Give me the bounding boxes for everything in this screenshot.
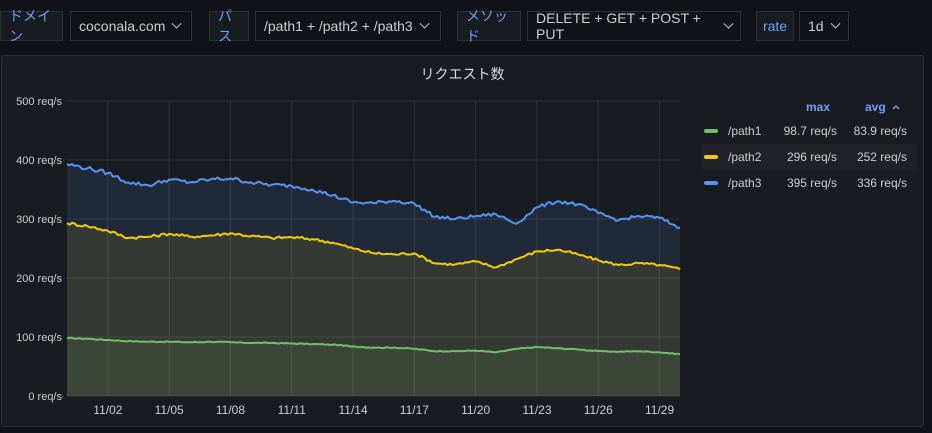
- legend-header: max avg: [702, 98, 917, 118]
- x-tick-label: 11/29: [645, 403, 674, 417]
- chart-lines: [66, 163, 681, 356]
- variable-select-value: DELETE + GET + POST + PUT: [536, 10, 701, 42]
- series-area: [67, 337, 680, 396]
- caret-up-icon: [892, 104, 900, 110]
- variable-select-domain[interactable]: coconala.com: [70, 11, 192, 41]
- series-line: [66, 163, 681, 229]
- request-rate-chart[interactable]: 0 req/s 100 req/s 200 req/s 300 req/s 400 re…: [2, 56, 692, 428]
- legend-avg-header[interactable]: avg: [865, 100, 900, 114]
- legend-max-value: 296 req/s: [786, 150, 837, 164]
- graph-panel[interactable]: リクエスト数 0 req/s 100 req/s 200 req/s 300 req/…: [1, 55, 924, 427]
- x-tick-label: 11/14: [338, 403, 367, 417]
- legend-max-value: 98.7 req/s: [783, 124, 837, 138]
- variable-select-path[interactable]: /path1 + /path2 + /path3: [255, 11, 441, 41]
- x-tick-label: 11/26: [584, 403, 613, 417]
- chevron-down-icon: [723, 18, 734, 28]
- y-tick-label: 0 req/s: [28, 391, 62, 403]
- chevron-down-icon: [419, 18, 430, 29]
- x-tick-label: 11/11: [278, 403, 307, 417]
- chevron-down-icon: [171, 18, 182, 29]
- variable-label-rate: rate: [756, 11, 794, 41]
- y-axis: 0 req/s 100 req/s 200 req/s 300 req/s 400 re…: [16, 96, 62, 403]
- x-axis: 11/02 11/05 11/08 11/11 11/14 11/17 11/20 11/23…: [93, 403, 674, 417]
- panel-title[interactable]: リクエスト数: [420, 66, 505, 82]
- variable-label-path: パス: [209, 8, 249, 44]
- variable-select-value: /path1 + /path2 + /path3: [264, 18, 413, 34]
- series-line: [66, 221, 681, 271]
- legend-item[interactable]: /path1 98.7 req/s 83.9 req/s: [702, 118, 917, 144]
- series-area: [67, 222, 680, 396]
- variable-select-method[interactable]: DELETE + GET + POST + PUT: [527, 10, 741, 42]
- x-tick-label: 11/05: [155, 403, 184, 417]
- legend-item[interactable]: /path2 296 req/s 252 req/s: [702, 144, 917, 170]
- legend-avg-value: 336 req/s: [856, 176, 907, 190]
- legend-avg-value: 83.9 req/s: [853, 124, 907, 138]
- variable-select-rate[interactable]: 1d: [799, 11, 849, 41]
- y-tick-label: 400 req/s: [16, 155, 62, 167]
- variable-label-domain: ドメイン: [0, 8, 63, 44]
- variable-select-value: coconala.com: [79, 18, 166, 34]
- x-tick-label: 11/08: [216, 403, 245, 417]
- legend-max-header[interactable]: max: [806, 100, 831, 114]
- legend-color-swatch[interactable]: [704, 181, 718, 185]
- legend-color-swatch[interactable]: [704, 155, 718, 159]
- legend-avg-header-label: avg: [865, 100, 886, 114]
- y-tick-label: 100 req/s: [16, 332, 62, 344]
- y-tick-label: 500 req/s: [16, 96, 62, 108]
- legend-avg-value: 252 req/s: [856, 150, 907, 164]
- y-tick-label: 300 req/s: [16, 214, 62, 226]
- variable-select-value: 1d: [808, 18, 824, 34]
- series-line: [66, 336, 681, 356]
- legend-item[interactable]: /path3 395 req/s 336 req/s: [702, 170, 917, 196]
- legend-series-name: /path2: [728, 150, 762, 164]
- series-area: [67, 164, 680, 396]
- x-tick-label: 11/02: [93, 403, 122, 417]
- legend-table: max avg /path1 98.7 req/s 83.9 req/s /pa…: [702, 98, 917, 196]
- legend-series-name: /path1: [728, 124, 762, 138]
- variable-label-method: メソッド: [457, 8, 521, 44]
- legend-series-name: /path3: [728, 176, 762, 190]
- chevron-down-icon: [830, 18, 841, 29]
- legend-max-value: 395 req/s: [786, 176, 837, 190]
- x-tick-label: 11/23: [522, 403, 551, 417]
- y-tick-label: 200 req/s: [16, 273, 62, 285]
- x-tick-label: 11/20: [461, 403, 490, 417]
- x-tick-label: 11/17: [400, 403, 429, 417]
- legend-color-swatch[interactable]: [704, 129, 718, 133]
- chart-areas: [67, 164, 680, 396]
